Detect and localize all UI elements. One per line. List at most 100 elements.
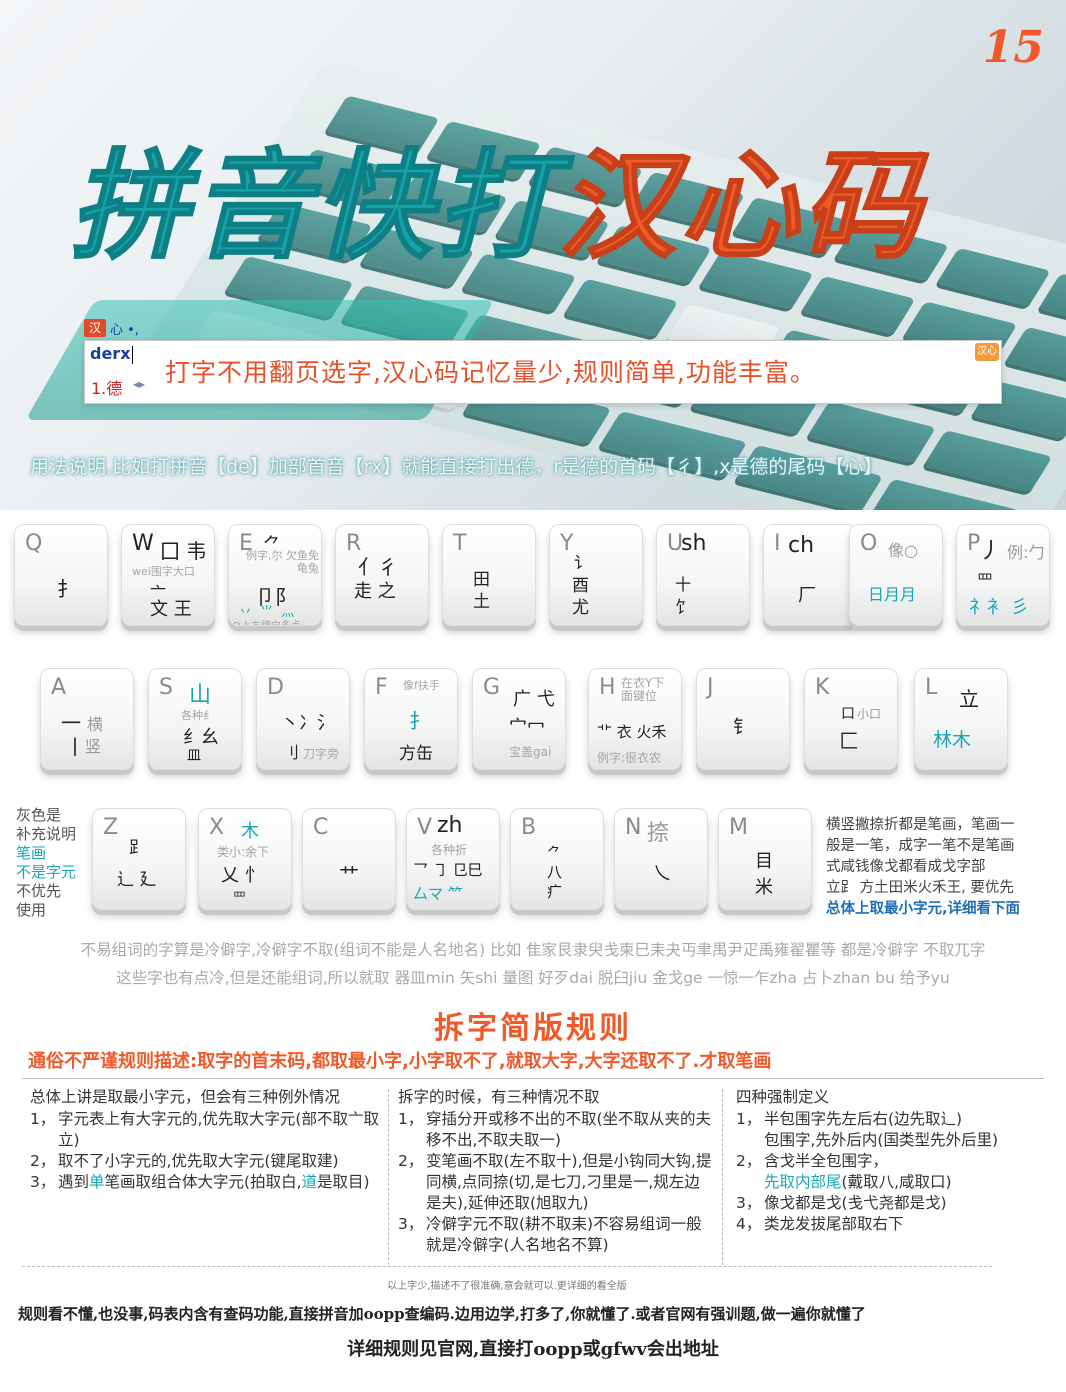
- key-stroke: 丨: [65, 735, 85, 759]
- key-radical: 卩阝: [255, 585, 295, 609]
- legend-line: 补充说明: [16, 825, 77, 843]
- key-letter: F: [375, 675, 388, 700]
- key-letter: Y: [560, 531, 574, 556]
- key-radical: 酉: [572, 576, 589, 596]
- rule-item: 1， 穿插分开或移不出的不取(坐不取从夹的夫移不出,不取夫取一): [398, 1110, 712, 1149]
- key-o[interactable]: O 像○ 日月月: [849, 524, 943, 626]
- key-hint: 竖: [85, 737, 102, 756]
- key-letter: K: [815, 675, 830, 700]
- rule-item: 3， 遇到单笔画取组合体大字元(拍取白,道是取目): [30, 1173, 370, 1191]
- key-radical: 纟幺: [183, 727, 219, 748]
- key-radical-teal: ⽊: [241, 821, 259, 842]
- key-n[interactable]: N 捺 乀: [614, 808, 708, 910]
- key-stroke-name: 捺: [647, 821, 670, 846]
- legend-line: 笔画: [16, 844, 47, 862]
- key-letter: P: [967, 531, 981, 556]
- key-radical: 尤: [572, 598, 589, 618]
- key-u[interactable]: U sh 十 饣: [656, 524, 750, 626]
- key-j[interactable]: J 钅: [696, 668, 790, 770]
- ime-status-bar[interactable]: 汉 心 •,: [84, 318, 139, 338]
- key-radical: ⻊: [129, 838, 146, 858]
- page-number: 15: [982, 22, 1044, 73]
- key-radical: 八: [547, 863, 563, 881]
- key-radical: 皿: [187, 748, 201, 764]
- key-h[interactable]: H 在衣Y下 面键位 ⻀ 衣 火禾 例字:很衣农: [588, 668, 682, 770]
- key-z[interactable]: Z ⻊ 辶 廴: [92, 808, 186, 910]
- key-initial: zh: [437, 813, 463, 838]
- key-letter: J: [707, 675, 714, 700]
- key-w[interactable]: W 囗 韦 wei围字大口 亠 文 王: [121, 524, 215, 626]
- key-radical: 乛 ㇆ 㔾巳: [413, 861, 483, 879]
- key-radical: 文 王: [150, 599, 192, 620]
- legend-line: 不优先: [16, 882, 62, 900]
- key-t[interactable]: T 田 土: [442, 524, 536, 626]
- key-x[interactable]: X ⽊ 类小:余下 乂 忄 罒: [198, 808, 292, 910]
- note-line-bold: 总体上取最小字元,详细看下面: [826, 901, 1021, 917]
- key-a[interactable]: A 一 横 丨 竖: [40, 668, 134, 770]
- key-letter: G: [483, 675, 501, 700]
- key-e[interactable]: E ⺈ 例字,尔 欠鱼免龟兔 卩阝 丷 ⺌ 灬 D上方横向多点: [228, 524, 322, 626]
- key-i[interactable]: I ch 厂: [763, 524, 857, 626]
- rule-item: 1， 半包围字先左后右(边先取辶): [736, 1110, 963, 1128]
- note-line: 横竖撇捺折都是笔画，笔画一: [826, 817, 1015, 833]
- rule-item: 3， 像戈都是戈(戋弋尧都是戈): [736, 1194, 947, 1212]
- legend-line: 灰色是: [16, 806, 62, 824]
- key-l[interactable]: L 立 林木: [914, 668, 1008, 770]
- key-hint: 例:勹: [1007, 543, 1045, 562]
- key-radical-teal: 林木: [933, 729, 972, 751]
- key-radical: 方缶: [399, 744, 433, 764]
- column-divider: [722, 1089, 723, 1265]
- key-letter: M: [729, 815, 748, 840]
- key-k[interactable]: K 口 小口 匚: [804, 668, 898, 770]
- key-stroke: 乀: [653, 863, 671, 884]
- key-radical-teal: 扌: [409, 709, 429, 733]
- key-g[interactable]: G 广 弋 宀冖 宝盖gai: [472, 668, 566, 770]
- key-v[interactable]: V zh 各种折 乛 ㇆ 㔾巳 厶マ ⺮: [406, 808, 500, 910]
- key-letter: U: [667, 531, 684, 556]
- key-hint: 在衣Y下 面键位: [621, 676, 665, 703]
- key-r[interactable]: R 亻彳 走 之: [335, 524, 429, 626]
- ime-page-arrows-icon[interactable]: ◂▸: [133, 377, 146, 391]
- key-radical-teal: 礻衤 彡: [969, 597, 1029, 618]
- key-d[interactable]: D 丶冫氵 刂 刀字旁: [256, 668, 350, 770]
- column-heading: 总体上讲是取最小字元，但会有三种例外情况: [30, 1088, 341, 1106]
- rules-column-3: 四种强制定义 1， 半包围字先左后右(边先取辶) 包围字,先外后内(国类型先外后里…: [736, 1087, 1040, 1235]
- key-radical-top: 囗 韦: [160, 539, 207, 563]
- key-radical: ⺈: [547, 846, 561, 862]
- key-letter: A: [51, 675, 67, 700]
- page-title: 拼音快打汉心码: [69, 110, 1030, 310]
- ime-candidate-1[interactable]: 1.德: [91, 379, 123, 398]
- key-radical: 辶 廴: [117, 870, 157, 890]
- ime-composition-input[interactable]: derx: [90, 344, 131, 363]
- key-hint: 小口: [857, 707, 882, 721]
- key-p[interactable]: P 丿 例:勹 罒 礻衤 彡: [956, 524, 1050, 626]
- key-q[interactable]: Q 扌: [14, 524, 108, 626]
- ime-logo-icon[interactable]: 汉: [84, 319, 106, 337]
- key-m[interactable]: M 目 米: [718, 808, 812, 910]
- key-letter: O: [860, 531, 878, 556]
- rare-char-examples: 这些字也有点冷,但是还能组词,所以就取 器皿min 矢shi 量图 好歹dai …: [116, 969, 950, 987]
- key-letter: V: [417, 815, 433, 840]
- key-radical: ⻀ 衣 火禾: [597, 723, 667, 741]
- key-letter: H: [599, 675, 616, 700]
- key-letter: T: [453, 531, 467, 556]
- key-letter: B: [521, 815, 537, 840]
- key-s[interactable]: S 山 各种纟 纟幺 皿: [148, 668, 242, 770]
- key-radical: 土: [473, 592, 490, 612]
- key-radical: 匚: [839, 729, 859, 753]
- rules-column-2: 拆字的时候，有三种情况不取 1， 穿插分开或移不出的不取(坐不取从夹的夫移不出,不…: [398, 1087, 712, 1256]
- ime-candidate-window: 汉 心 •, derx 1.德 ◂▸ 打字不用翻页选字,汉心码记忆量少,规则简单…: [84, 318, 1002, 404]
- key-y[interactable]: Y 讠 酉 尤: [549, 524, 643, 626]
- key-radical: 宀冖: [509, 717, 545, 738]
- small-note: 以上字少,描述不了很准确,意会就可以.更详细的看全版: [387, 1281, 627, 1292]
- legend-line: 不是字元: [16, 863, 77, 881]
- key-radical: 十: [675, 575, 692, 594]
- key-c[interactable]: C 艹: [302, 808, 396, 910]
- note-line: 立⻊ 方土田米火禾王, 要优先: [826, 880, 1014, 896]
- rule-item: 2， 变笔画不取(左不取十),但是小钩同大钩,提同横,点同捺(切,是七刀,刁里是一…: [398, 1152, 712, 1212]
- rule-item: 1， 字元表上有大字元的,优先取大字元(部不取亠取立): [30, 1110, 379, 1149]
- key-radical-teal: 厶マ ⺮: [413, 885, 463, 903]
- key-f[interactable]: F 像f扶手 扌 方缶: [364, 668, 458, 770]
- key-hint: 像f扶手: [403, 679, 440, 692]
- key-b[interactable]: B ⺈ 八 疒: [510, 808, 604, 910]
